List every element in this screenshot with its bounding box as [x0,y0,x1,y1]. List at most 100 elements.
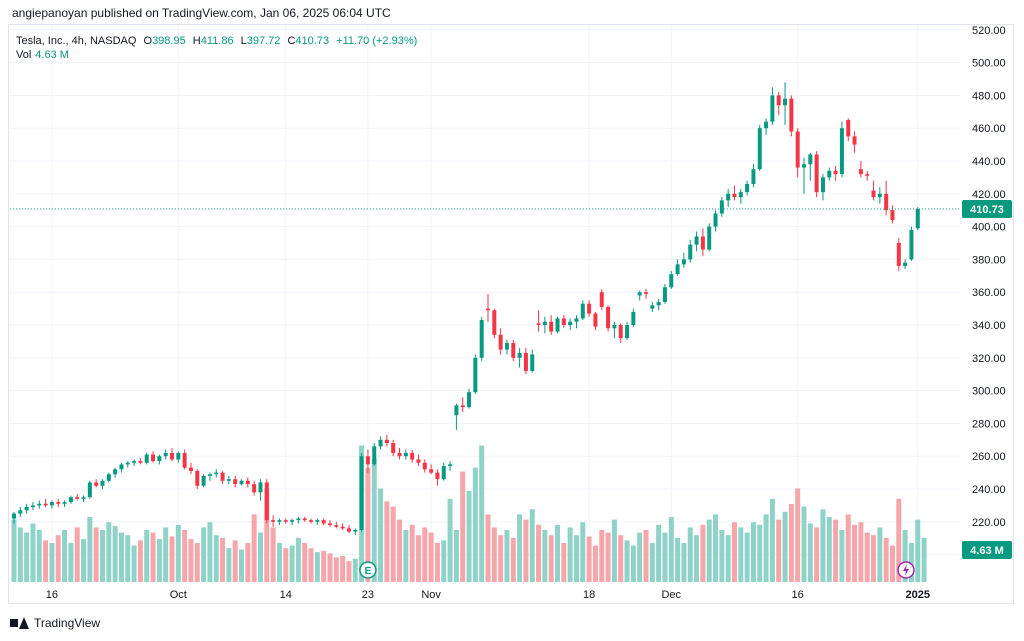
candle-body [340,526,345,529]
candle-body [827,170,832,178]
candle-body [62,502,67,504]
close-value: 410.73 [295,35,330,47]
volume-bar [11,519,17,582]
volume-bar [896,498,902,582]
candle-body [81,497,86,499]
candle-body [353,530,358,532]
candle-body [644,292,648,294]
volume-bar [466,491,472,582]
volume-bar [340,556,346,582]
candle-body [334,525,339,527]
y-tick-label: 340.00 [972,320,1006,332]
volume-bar [81,539,87,582]
candle-body [188,467,193,471]
volume-bar [270,527,276,582]
candle-body [504,343,509,350]
volume-bar [877,527,883,582]
volume-bar [302,543,308,582]
volume-bar [624,540,630,582]
candle-body [884,193,889,211]
volume-bar [605,532,611,582]
volume-bar [852,524,858,582]
footer-branding[interactable]: TradingView [10,616,100,630]
candle-body [618,325,623,339]
candle-body [277,520,282,522]
volume-bar [289,545,295,582]
volume-bar [175,524,181,582]
candle-body [631,311,636,325]
volume-bar [656,524,662,582]
x-tick-label: Dec [661,589,681,601]
candle-body [144,454,149,463]
volume-bar [681,543,687,582]
low-value: 397.72 [246,35,281,47]
volume-bar [921,537,927,582]
volume-bar [889,545,895,582]
volume-bar [137,540,143,582]
volume-bar [586,536,592,582]
volume-bar [807,523,813,582]
candle-body [568,321,573,325]
candle-body [599,292,604,307]
volume-bar [561,543,567,582]
candle-body [429,469,434,473]
candle-body [669,274,674,288]
candle-body [30,505,35,508]
volume-bar [308,548,314,582]
x-tick-label: 16 [46,589,58,601]
volume-bar [864,532,870,582]
volume-bar [365,467,371,582]
candle-body [43,503,48,506]
y-tick-label: 220.00 [972,517,1006,529]
volume-bar [694,535,700,582]
candle-body [517,352,522,358]
volume-bar [257,532,263,582]
candle-body [157,456,162,462]
x-tick-label: 14 [280,589,292,601]
volume-bar [750,522,756,582]
volume-bar [182,530,188,582]
low-label: L [240,35,247,47]
candle-body [309,520,314,522]
volume-bar [264,488,270,582]
candle-body [18,510,23,514]
candle-body [163,452,168,457]
candle-body [113,469,118,475]
volume-bar [226,548,232,582]
candle-body [839,128,844,175]
candle-body [707,226,712,250]
volume-bar [131,545,137,582]
volume-bar [30,523,36,582]
candle-body [233,479,238,485]
candle-body [195,470,200,486]
candle-body [56,502,61,504]
volume-bar [536,524,542,582]
chart-panel[interactable] [8,24,1014,604]
x-tick-label: Nov [421,589,441,601]
close-label: C [287,35,296,47]
volume-bar [403,530,409,582]
publish-caption: angiepanoyan published on TradingView.co… [12,6,391,20]
volume-bar [49,543,55,582]
volume-bar [826,517,832,582]
candle-body [473,357,478,393]
last-volume-label: 4.63 M [970,545,1004,557]
volume-bar [441,540,447,582]
volume-bar [776,519,782,582]
x-tick-label: 16 [792,589,804,601]
volume-bar [510,537,516,582]
candle-body [321,520,326,524]
candle-body [549,321,554,332]
symbol-title: Tesla, Inc., 4h, NASDAQ [16,35,137,47]
open-label: O [143,35,153,47]
volume-bar [567,527,573,582]
candle-body [372,446,377,465]
y-tick-label: 300.00 [972,386,1006,398]
x-tick-label: Oct [170,589,187,601]
volume-bar [706,519,712,582]
volume-bar [397,519,403,582]
candle-body [688,244,693,260]
volume-legend: Vol 4.63 M [16,49,69,61]
volume-bar [491,527,497,582]
